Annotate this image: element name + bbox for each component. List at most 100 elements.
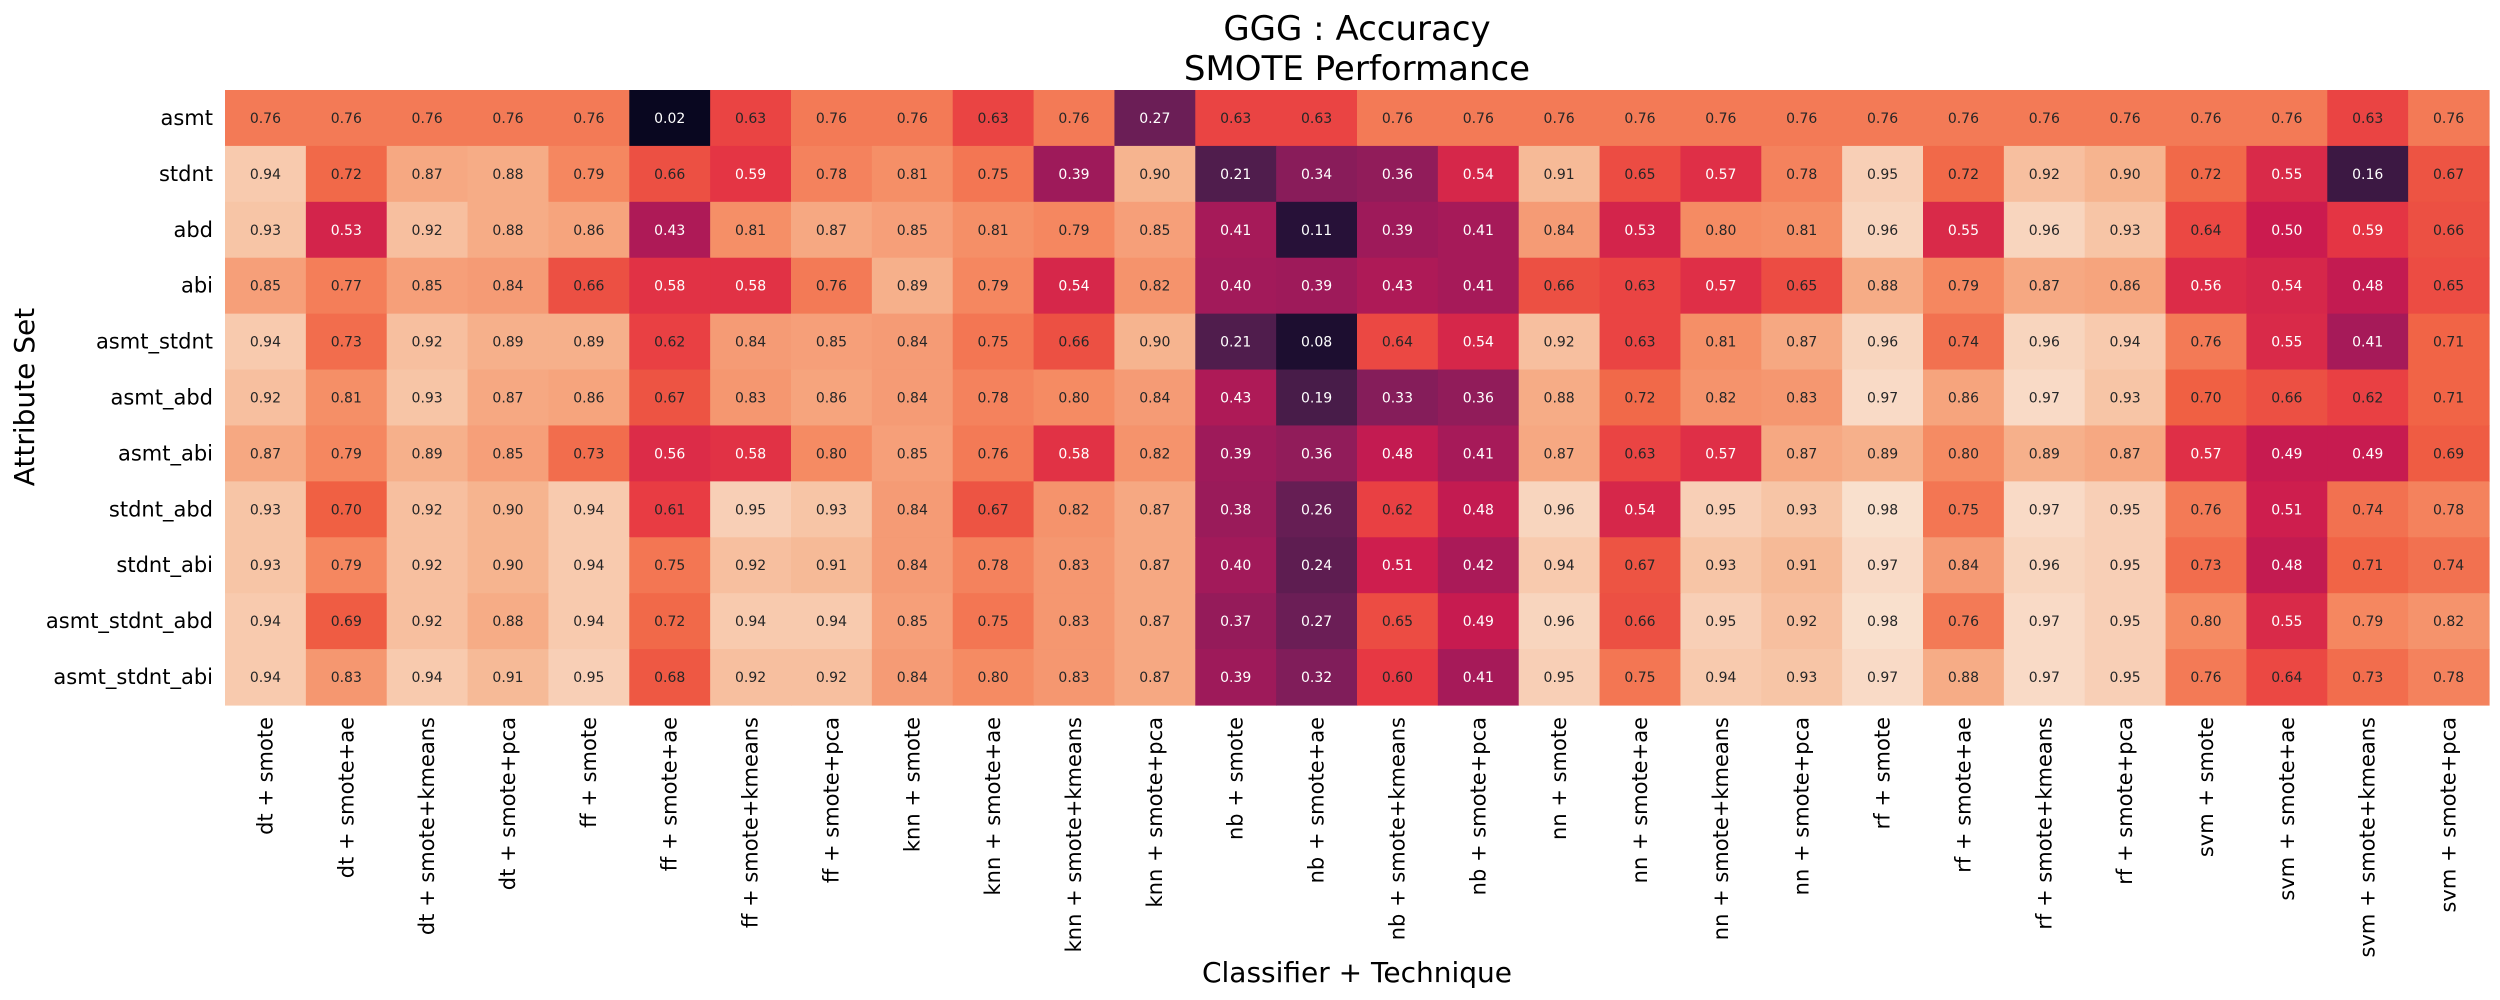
heatmap-cell: [2408, 201, 2490, 259]
cell-value-label: 0.39: [1301, 279, 1332, 295]
heatmap-cell: [2408, 369, 2490, 427]
cell-value-label: 0.89: [412, 446, 443, 462]
x-tick-label: ff + smote: [577, 717, 601, 828]
cell-value-label: 0.87: [492, 391, 523, 407]
cell-value-label: 0.85: [1139, 223, 1170, 239]
cell-value-label: 0.57: [1705, 279, 1736, 295]
heatmap-cell: [1033, 257, 1116, 315]
cell-value-label: 0.63: [1624, 446, 1655, 462]
heatmap-cell: [1033, 649, 1116, 706]
x-tick-label: ff + smote+pca: [819, 717, 843, 883]
cell-value-label: 0.79: [1058, 223, 1089, 239]
heatmap-cell: [2408, 425, 2490, 482]
heatmap-cell: [1114, 257, 1196, 315]
cell-value-label: 0.16: [2352, 167, 2383, 183]
heatmap-cell: [1276, 257, 1358, 315]
cell-value-label: 0.72: [2190, 167, 2221, 183]
x-tick-label: nb + smote+kmeans: [1385, 717, 1409, 940]
cell-value-label: 0.76: [816, 279, 847, 295]
heatmap-cell: [952, 201, 1035, 259]
heatmap-cell: [1357, 257, 1439, 315]
heatmap-cell: [2327, 481, 2409, 538]
cell-value-label: 0.62: [1382, 502, 1413, 518]
cell-value-label: 0.79: [2352, 614, 2383, 630]
cell-value-label: 0.87: [1139, 502, 1170, 518]
heatmap-cell: [1357, 537, 1439, 594]
heatmap-cell: [1114, 593, 1196, 650]
heatmap-cell: [952, 481, 1035, 538]
cell-value-label: 0.76: [1705, 111, 1736, 127]
cell-value-label: 0.86: [816, 391, 847, 407]
heatmap-cell: [2327, 145, 2409, 203]
heatmap-cell: [1114, 537, 1196, 594]
heatmap-cell: [305, 649, 388, 706]
heatmap-cell: [1033, 90, 1116, 147]
cell-value-label: 0.36: [1301, 446, 1332, 462]
heatmap-cell: [1842, 593, 1924, 650]
cell-value-label: 0.76: [2110, 111, 2141, 127]
cell-value-label: 0.19: [1301, 391, 1332, 407]
heatmap-cell: [2165, 481, 2248, 538]
heatmap-cell: [2165, 145, 2248, 203]
heatmap-cell: [2165, 257, 2248, 315]
cell-value-label: 0.92: [735, 670, 766, 686]
heatmap-cell: [629, 649, 711, 706]
heatmap-cell: [1680, 313, 1762, 371]
x-tick-label: svm + smote: [2194, 717, 2218, 857]
heatmap-cell: [1923, 257, 2005, 315]
heatmap-cell: [710, 649, 792, 706]
heatmap-cell: [1680, 257, 1762, 315]
heatmap-cell: [791, 481, 873, 538]
heatmap-cell: [1842, 90, 1924, 147]
cell-value-label: 0.55: [1948, 223, 1979, 239]
cell-value-label: 0.74: [2433, 558, 2464, 574]
heatmap-cell: [629, 537, 711, 594]
cell-value-label: 0.81: [1705, 335, 1736, 351]
heatmap-cell: [952, 369, 1035, 427]
cell-value-label: 0.76: [816, 111, 847, 127]
cell-value-label: 0.76: [2190, 670, 2221, 686]
cell-value-label: 0.76: [1058, 111, 1089, 127]
cell-value-label: 0.66: [1624, 614, 1655, 630]
cell-value-label: 0.48: [1463, 502, 1494, 518]
cell-value-label: 0.41: [2352, 335, 2383, 351]
heatmap-cell: [2003, 593, 2086, 650]
cell-value-label: 0.76: [331, 111, 362, 127]
cell-value-label: 0.85: [816, 335, 847, 351]
heatmap-cell: [710, 593, 792, 650]
cell-value-label: 0.56: [2190, 279, 2221, 295]
x-tick-labels: dt + smote dt + smote+ae dt + smote+kmeans…: [253, 717, 2460, 957]
cell-value-label: 0.84: [897, 391, 928, 407]
cell-value-label: 0.94: [250, 335, 281, 351]
cell-value-label: 0.85: [897, 223, 928, 239]
heatmap-cell: [467, 369, 550, 427]
heatmap-cell: [386, 145, 469, 203]
cell-value-label: 0.84: [897, 558, 928, 574]
cell-value-label: 0.77: [331, 279, 362, 295]
heatmap-cell: [548, 257, 630, 315]
cell-value-label: 0.76: [1867, 111, 1898, 127]
heatmap-cell: [1437, 145, 1520, 203]
heatmap-cell: [1599, 425, 1682, 482]
heatmap-cell: [1195, 257, 1277, 315]
heatmap-cell: [1357, 90, 1439, 147]
heatmap-cell: [710, 425, 792, 482]
cell-value-label: 0.84: [1139, 391, 1170, 407]
heatmap-cell: [2003, 369, 2086, 427]
heatmap-cell: [467, 593, 550, 650]
x-tick-label: rf + smote+pca: [2113, 717, 2137, 885]
cell-value-label: 0.65: [1624, 167, 1655, 183]
heatmap-cell: [1761, 201, 1843, 259]
cell-value-label: 0.80: [1705, 223, 1736, 239]
cell-value-label: 0.97: [2029, 614, 2060, 630]
x-tick-label: rf + smote+ae: [1951, 717, 1975, 873]
heatmap-cell: [1842, 649, 1924, 706]
cell-value-label: 0.92: [412, 335, 443, 351]
cell-value-label: 0.76: [2190, 502, 2221, 518]
cell-value-label: 0.53: [331, 223, 362, 239]
heatmap-cell: [1518, 481, 1601, 538]
heatmap-cell: [1357, 425, 1439, 482]
cell-value-label: 0.76: [492, 111, 523, 127]
cell-value-label: 0.51: [2271, 502, 2302, 518]
